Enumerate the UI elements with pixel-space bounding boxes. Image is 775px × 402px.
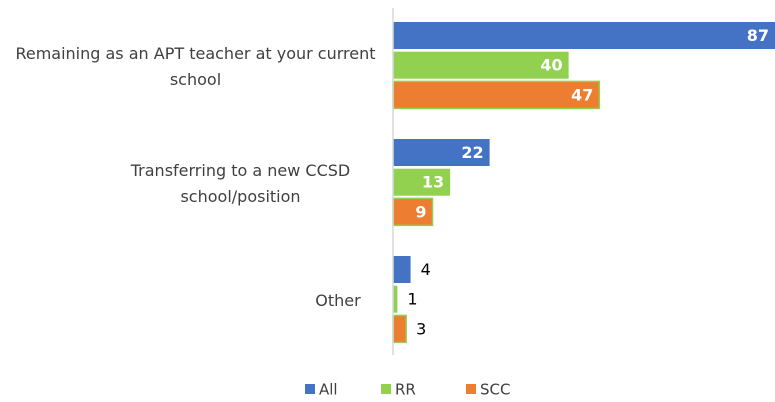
legend-label: RR <box>395 381 416 399</box>
data-label: 47 <box>571 85 593 104</box>
legend-label: All <box>319 381 338 399</box>
bar <box>392 314 407 344</box>
data-label: 9 <box>415 202 426 221</box>
legend-swatch <box>305 384 315 394</box>
data-label: 4 <box>421 260 431 279</box>
category-label: Remaining as an APT teacher at your curr… <box>15 43 376 89</box>
data-label: 87 <box>747 26 769 45</box>
data-label: 3 <box>416 319 426 338</box>
bar <box>392 197 434 227</box>
bar <box>393 139 490 166</box>
bar <box>393 22 775 49</box>
data-label: 1 <box>407 290 417 309</box>
legend-swatch <box>466 384 476 394</box>
data-label: 13 <box>422 173 444 192</box>
category-label: Other <box>315 290 361 310</box>
bar <box>393 256 411 283</box>
data-label: 22 <box>461 143 483 162</box>
legend-label: SCC <box>480 381 510 399</box>
bar <box>393 285 398 313</box>
bar <box>393 51 569 79</box>
bar <box>392 80 601 110</box>
bar <box>393 168 451 196</box>
category-label: Transferring to a new CCSD school/positi… <box>130 160 351 206</box>
legend-swatch <box>381 384 391 394</box>
data-label: 40 <box>540 56 562 75</box>
